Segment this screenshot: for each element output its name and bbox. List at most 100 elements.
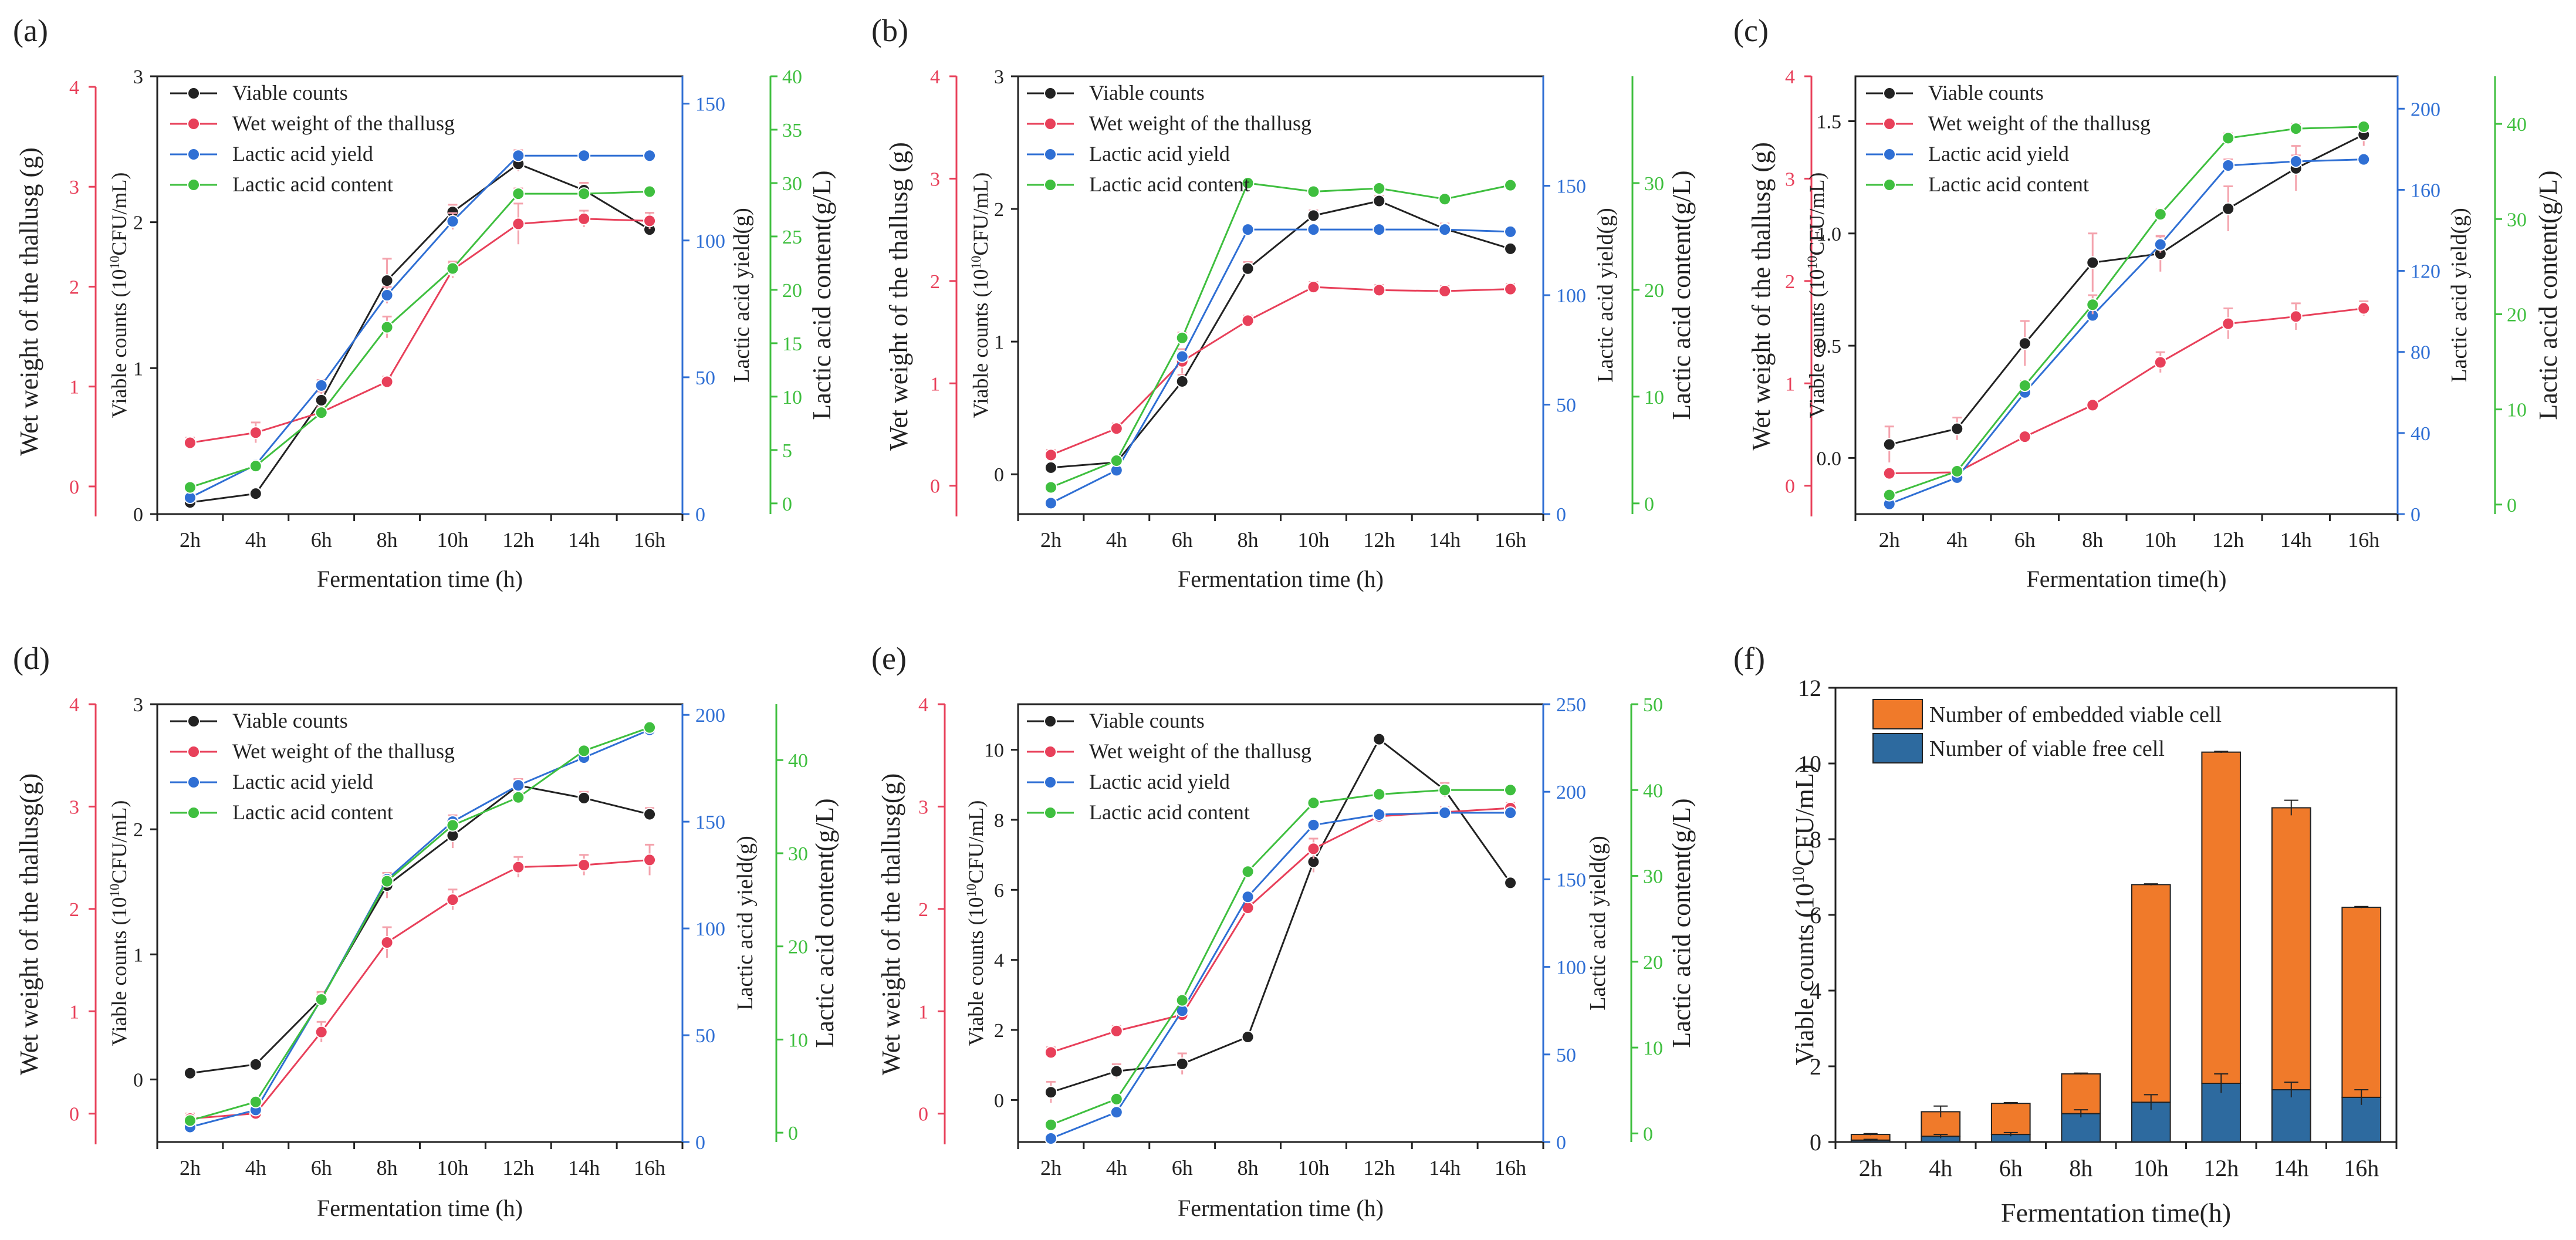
yield-tick-label: 200 [2411, 99, 2440, 120]
lactic-acid-yield-point [1175, 350, 1189, 363]
x-axis-label: Fermentation time (h) [1178, 1195, 1384, 1221]
viable-counts-line [190, 163, 650, 504]
x-tick-label: 4h [245, 1156, 266, 1180]
legend-label: Wet weight of the thallusg [1089, 739, 1311, 763]
lactic-acid-yield-point [1504, 225, 1517, 238]
x-tick-label: 8h [1238, 528, 1259, 552]
y-tick-label: 6 [1810, 902, 1821, 928]
lactic-acid-yield-point [643, 149, 657, 163]
wet-weight-point [512, 217, 525, 231]
x-tick-label: 2h [1879, 528, 1900, 552]
yield-tick-label: 150 [1556, 176, 1586, 198]
lactic-acid-content-line [190, 727, 650, 1121]
x-tick-label: 8h [377, 528, 398, 552]
lactic-acid-content-point [183, 481, 197, 494]
content-tick-label: 0 [788, 1123, 798, 1144]
wet-weight-axis-label: Wet weight of the thallusg(g) [15, 773, 43, 1076]
wet-weight-tick-label: 4 [69, 694, 79, 716]
wet-weight-tick-label: 3 [69, 177, 79, 198]
free-cell-bar [2061, 1113, 2101, 1143]
yield-tick-label: 150 [695, 94, 725, 116]
viable-tick-label: 1.0 [1817, 224, 1842, 245]
viable-counts-point [1044, 1086, 1057, 1099]
yield-tick-label: 100 [1556, 285, 1586, 307]
wet-weight-tick-label: 4 [69, 77, 79, 99]
content-tick-label: 40 [2507, 114, 2527, 136]
wet-weight-line [190, 218, 650, 444]
x-tick-label: 16h [2344, 1155, 2379, 1181]
lactic-acid-yield-point [2357, 153, 2371, 166]
viable-tick-label: 1 [133, 944, 143, 966]
x-tick-label: 10h [437, 528, 468, 552]
x-tick-label: 2h [1040, 1156, 1061, 1180]
free-cell-bar [2201, 1083, 2242, 1143]
wet-weight-line [1889, 308, 2364, 475]
content-tick-label: 35 [782, 120, 802, 141]
legend-marker [187, 806, 200, 819]
lactic-acid-content-point [2018, 379, 2031, 393]
yield-tick-label: 200 [695, 705, 725, 727]
wet-weight-point [643, 214, 657, 228]
legend-label: Viable counts [1089, 709, 1205, 732]
yield-axis-label: Lactic acid yield(g) [733, 836, 758, 1011]
panel-label: (a) [13, 13, 48, 48]
legend-marker [1883, 178, 1896, 191]
x-axis-label: Fermentation time (h) [317, 1195, 523, 1221]
lactic-acid-content-point [577, 744, 591, 758]
content-tick-label: 0 [782, 494, 792, 515]
wet-weight-point [1372, 283, 1386, 297]
viable-counts-point [1307, 209, 1320, 222]
wet-weight-point [183, 436, 197, 450]
x-axis-label: Fermentation time(h) [2001, 1198, 2231, 1228]
viable-counts-point [249, 487, 262, 501]
viable-tick-label: 8 [994, 810, 1004, 832]
yield-tick-label: 0 [1556, 1132, 1566, 1154]
content-tick-label: 10 [1643, 1038, 1663, 1059]
lactic-acid-yield-point [1110, 1106, 1123, 1119]
lactic-acid-content-point [1044, 1118, 1057, 1131]
viable-counts-point [1110, 1065, 1123, 1078]
wet-weight-tick-label: 1 [69, 1001, 79, 1023]
content-tick-label: 10 [788, 1029, 808, 1051]
legend-label: Viable counts [232, 81, 348, 104]
content-tick-label: 30 [1643, 866, 1663, 888]
lactic-acid-content-point [1110, 454, 1123, 468]
yield-tick-label: 150 [695, 812, 725, 833]
lactic-acid-content-point [512, 187, 525, 201]
lactic-acid-content-point [2154, 208, 2167, 221]
viable-tick-label: 0 [994, 1090, 1004, 1111]
legend-marker [1044, 148, 1057, 161]
x-axis-label: Fermentation time(h) [2026, 566, 2226, 592]
viable-counts-point [2018, 337, 2031, 350]
lactic-acid-content-point [1372, 788, 1386, 801]
legend-label: Wet weight of the thallusg [232, 739, 455, 763]
free-cell-bar [2271, 1089, 2311, 1143]
viable-counts-point [1241, 1030, 1255, 1043]
wet-weight-tick-label: 3 [930, 168, 940, 190]
wet-weight-point [1504, 282, 1517, 296]
lactic-acid-content-point [1175, 331, 1189, 344]
lactic-acid-content-point [1175, 994, 1189, 1007]
wet-weight-tick-label: 3 [69, 796, 79, 818]
legend-label: Number of viable free cell [1929, 736, 2165, 761]
viable-tick-label: 2 [133, 212, 143, 234]
content-axis-label: Lactic acid content(g/L) [810, 798, 839, 1048]
wet-weight-line [190, 859, 650, 1120]
wet-weight-axis-label: Wet weight of the thallusg(g) [877, 773, 905, 1076]
lactic-acid-yield-point [512, 149, 525, 163]
yield-tick-label: 100 [1556, 957, 1586, 979]
x-tick-label: 8h [377, 1156, 398, 1180]
content-tick-label: 20 [1643, 952, 1663, 974]
yield-axis-label: Lactic acid yield(g) [1593, 208, 1618, 383]
lactic-acid-yield-point [1307, 223, 1320, 236]
legend-marker [1044, 776, 1057, 789]
legend-swatch [1872, 733, 1923, 763]
viable-tick-label: 0 [994, 464, 1004, 486]
viable-counts-point [1241, 262, 1255, 275]
yield-tick-label: 0 [2411, 504, 2421, 526]
panel-label: (b) [871, 13, 908, 48]
lactic-acid-yield-point [446, 215, 459, 228]
wet-weight-tick-label: 4 [918, 694, 928, 716]
viable-tick-label: 4 [994, 950, 1004, 972]
